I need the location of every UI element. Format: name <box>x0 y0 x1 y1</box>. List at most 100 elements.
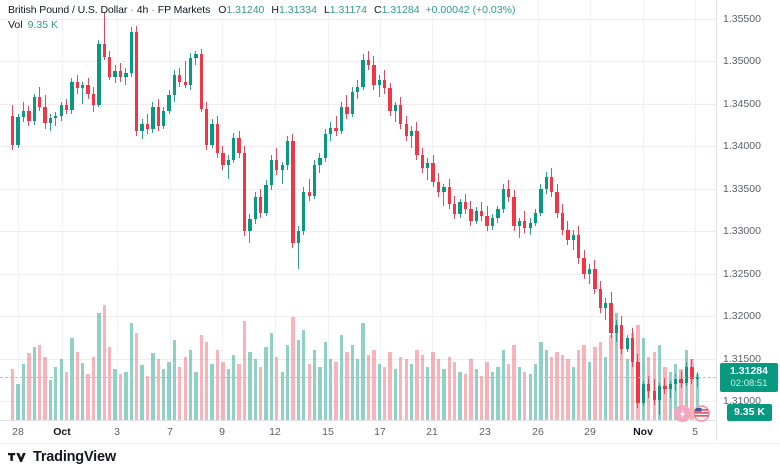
chart-legend: British Pound / U.S. Dollar · 4h · FP Ma… <box>8 3 515 32</box>
candle-body <box>350 91 354 114</box>
candlestick <box>453 0 457 420</box>
candle-body <box>382 79 387 89</box>
volume-bar <box>156 359 160 420</box>
candlestick <box>577 0 581 420</box>
price-axis[interactable]: 1.35500 1.35000 1.34500 1.34000 1.33500 1.330… <box>716 0 780 440</box>
candlestick <box>172 0 177 420</box>
legend-main-row: British Pound / U.S. Dollar · 4h · FP Ma… <box>8 3 515 17</box>
volume-bar <box>523 371 527 420</box>
candle-body <box>75 81 80 89</box>
volume-bar <box>285 344 290 420</box>
time-axis-tick: 21 <box>426 426 438 438</box>
candle-body <box>652 391 656 400</box>
volume-bar <box>48 379 53 420</box>
candlestick <box>593 0 597 420</box>
candlestick <box>16 0 20 420</box>
candle-body <box>291 141 295 244</box>
candlestick <box>393 0 398 420</box>
symbol-name[interactable]: British Pound / U.S. Dollar <box>8 4 128 16</box>
candle-wick <box>335 115 337 137</box>
candlestick <box>420 0 425 420</box>
candlestick <box>474 0 478 420</box>
candle-wick <box>378 74 380 97</box>
candlestick <box>571 0 575 420</box>
candle-body <box>102 44 106 57</box>
candlestick <box>124 0 128 420</box>
volume-bar <box>603 356 608 420</box>
candle-wick <box>696 372 698 387</box>
candlestick <box>226 0 230 420</box>
time-axis-tick: 9 <box>219 426 225 438</box>
volume-bar <box>442 369 446 420</box>
candle-body <box>641 384 646 403</box>
volume-bar <box>679 369 683 420</box>
candle-body <box>183 81 187 85</box>
candlestick <box>620 0 624 420</box>
candle-body <box>533 212 538 223</box>
candle-body <box>544 176 549 189</box>
candlestick <box>630 0 635 420</box>
candle-body <box>43 107 47 124</box>
current-price-badge: 1.31284 02:08:51 <box>720 363 778 392</box>
candlestick <box>215 0 220 420</box>
candle-body <box>226 159 230 165</box>
candle-body <box>161 110 166 126</box>
us-flag-icon[interactable] <box>693 405 710 422</box>
candlestick <box>323 0 327 420</box>
candle-body <box>587 268 592 274</box>
candle-wick <box>588 263 590 284</box>
volume-bar <box>366 354 371 420</box>
candle-body <box>323 134 327 159</box>
candlestick <box>501 0 505 420</box>
volume-bar <box>550 356 554 420</box>
candle-wick <box>427 158 429 181</box>
volume-label[interactable]: Vol <box>8 19 23 31</box>
chart-plot-area[interactable] <box>0 0 716 420</box>
flash-icon[interactable] <box>674 405 691 422</box>
volume-bar <box>32 347 36 420</box>
candlestick <box>523 0 527 420</box>
gridline-vertical <box>485 0 486 420</box>
candle-body <box>91 93 96 106</box>
time-axis-tick: 5 <box>692 426 698 438</box>
interval-label[interactable]: 4h <box>136 4 149 16</box>
candle-body <box>199 54 204 109</box>
candle-body <box>393 105 398 111</box>
candlestick <box>59 0 63 420</box>
candlestick <box>431 0 435 420</box>
candle-body <box>356 86 360 92</box>
gridline-vertical <box>380 0 381 420</box>
volume-bar <box>178 366 182 420</box>
volume-bar <box>264 347 268 420</box>
volume-bar <box>415 349 419 420</box>
candle-body <box>388 88 392 111</box>
candlestick <box>539 0 543 420</box>
change-value: +0.00042 (+0.03%) <box>425 4 516 16</box>
volume-bar <box>345 352 349 420</box>
candle-body <box>307 192 311 196</box>
candle-body <box>156 107 160 126</box>
time-axis-tick: 12 <box>269 426 281 438</box>
candle-wick <box>605 297 607 320</box>
volume-bar <box>118 373 123 420</box>
price-axis-tick: 1.35000 <box>723 55 761 67</box>
exchange-label[interactable]: FP Markets <box>157 4 211 16</box>
candlestick <box>199 0 204 420</box>
candlestick-series <box>11 0 699 420</box>
candlestick <box>156 0 160 420</box>
close-value: C1.31284 <box>373 4 420 16</box>
time-axis-tick: 29 <box>584 426 596 438</box>
time-axis[interactable]: 28 Oct 3 7 9 12 15 17 21 23 26 29 Nov 5 <box>0 420 716 442</box>
candle-body <box>329 127 333 135</box>
candle-wick <box>669 380 671 398</box>
candlestick <box>178 0 182 420</box>
candlestick <box>361 0 365 420</box>
candle-body <box>97 44 101 106</box>
candlestick <box>512 0 516 420</box>
candle-body <box>280 164 284 171</box>
gridline-vertical <box>695 0 696 420</box>
candle-body <box>366 59 371 65</box>
candlestick <box>641 0 646 420</box>
volume-bar <box>64 371 69 420</box>
volume-bar <box>329 359 333 420</box>
